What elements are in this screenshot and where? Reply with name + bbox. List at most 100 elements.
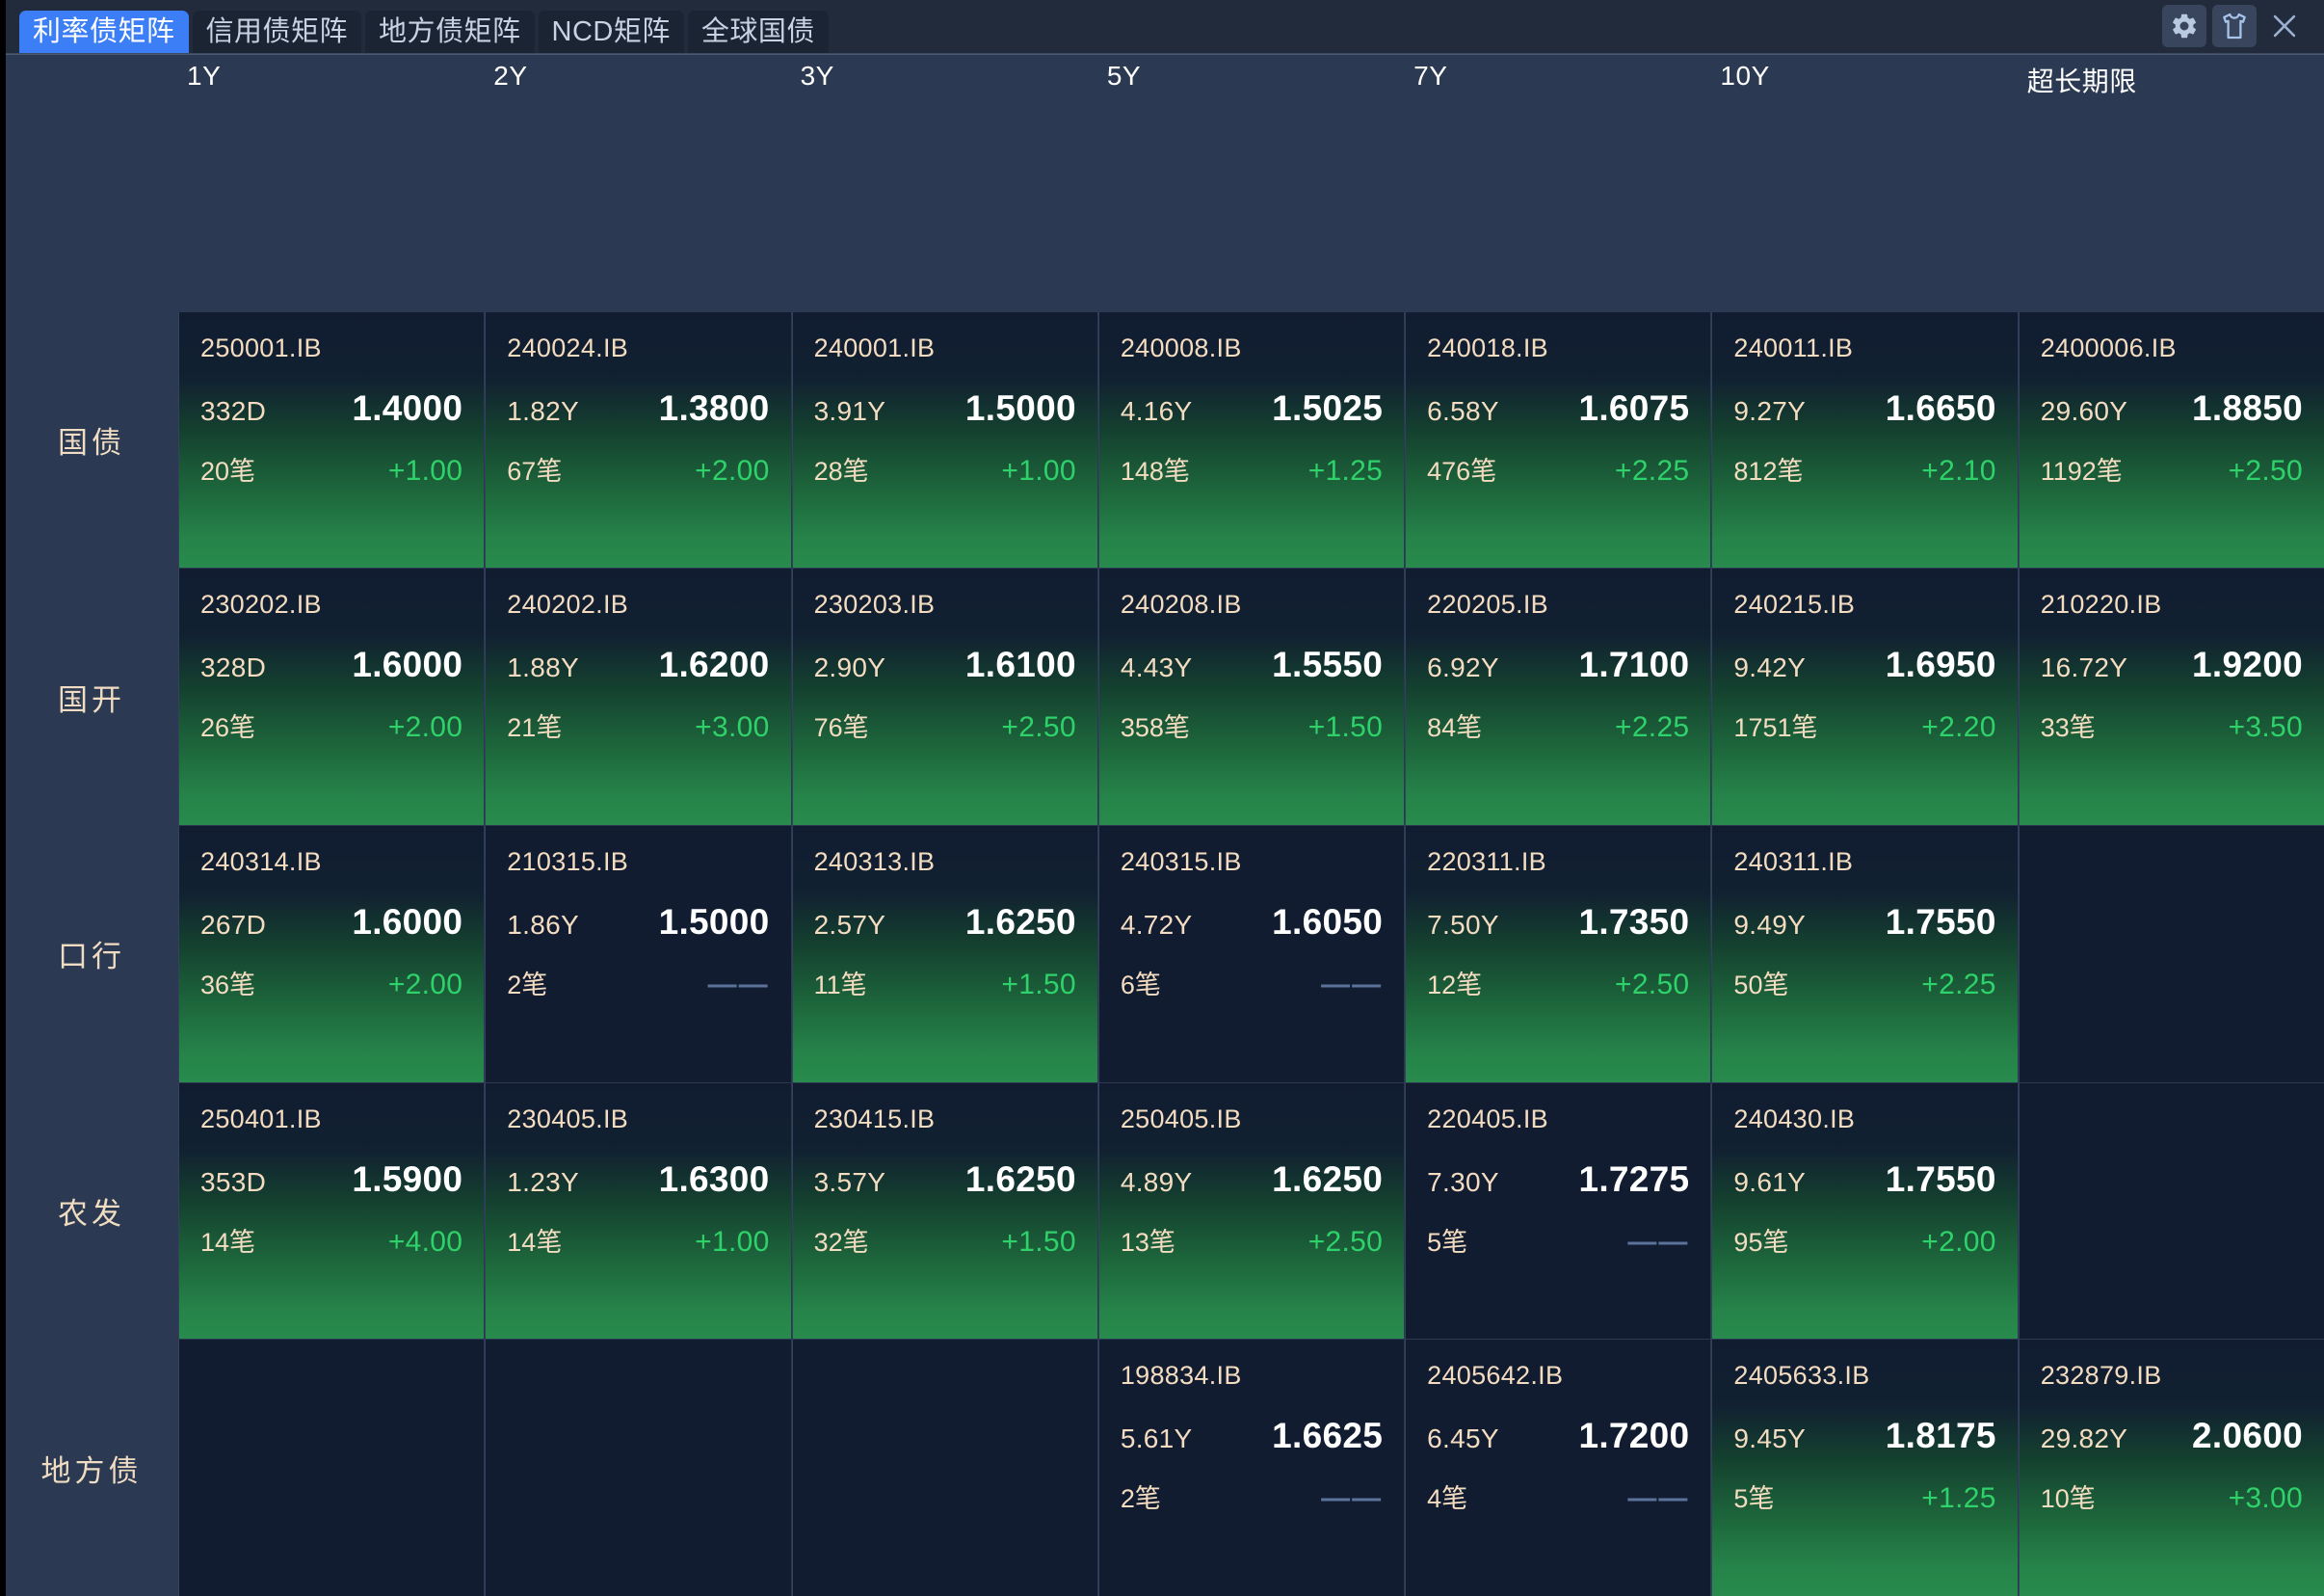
bond-duration: 7.30Y xyxy=(1427,1166,1499,1197)
bond-change: +1.25 xyxy=(1307,454,1384,487)
bond-change: +2.50 xyxy=(1615,968,1690,1000)
bond-mid-row: 3.57Y 1.6250 xyxy=(814,1161,1076,1197)
bond-bottom-row: 50笔 +2.25 xyxy=(1733,970,1995,999)
bond-code: 240208.IB xyxy=(1120,590,1242,620)
bond-change: +2.50 xyxy=(1001,711,1076,744)
bond-change: —— xyxy=(1627,1482,1690,1515)
bond-yield: 1.6250 xyxy=(1272,1158,1384,1199)
bond-code: 240011.IB xyxy=(1733,332,1854,362)
bond-change: +2.25 xyxy=(1615,454,1690,487)
bond-cell[interactable]: 240202.IB 1.88Y 1.6200 21笔 +3.00 xyxy=(485,569,791,825)
bond-bottom-row: 13笔 +2.50 xyxy=(1120,1227,1383,1257)
bond-cell-empty xyxy=(485,1340,791,1596)
bond-cell[interactable]: 240011.IB 9.27Y 1.6650 812笔 +2.10 xyxy=(1711,311,2018,569)
bond-cell-empty xyxy=(791,1340,1097,1596)
bond-bottom-row: 2笔 —— xyxy=(507,970,769,999)
close-button[interactable] xyxy=(2262,5,2307,47)
bond-cell[interactable]: 250401.IB 353D 1.5900 14笔 +4.00 xyxy=(178,1082,485,1340)
bond-code: 2405642.IB xyxy=(1427,1361,1564,1391)
bond-change: +3.50 xyxy=(2228,711,2303,744)
bond-code: 240311.IB xyxy=(1733,846,1854,876)
bond-mid-row: 1.86Y 1.5000 xyxy=(507,904,769,940)
bond-cell[interactable]: 240001.IB 3.91Y 1.5000 28笔 +1.00 xyxy=(791,311,1097,569)
bond-cell[interactable]: 240311.IB 9.49Y 1.7550 50笔 +2.25 xyxy=(1711,825,2018,1082)
trade-count: 76笔 xyxy=(813,713,869,743)
bond-cell[interactable]: 2405633.IB 9.45Y 1.8175 5笔 +1.25 xyxy=(1711,1340,2018,1596)
bond-cell[interactable]: 240315.IB 4.72Y 1.6050 6笔 —— xyxy=(1097,825,1405,1082)
bond-duration: 2.90Y xyxy=(813,652,886,683)
bond-cell[interactable]: 240314.IB 267D 1.6000 36笔 +2.00 xyxy=(178,825,485,1082)
bond-duration: 5.61Y xyxy=(1120,1423,1193,1454)
bond-mid-row: 29.60Y 1.8850 xyxy=(2041,390,2303,426)
bond-cell[interactable]: 230202.IB 328D 1.6000 26笔 +2.00 xyxy=(178,569,485,825)
bond-bottom-row: 6笔 —— xyxy=(1121,970,1383,999)
bond-change: +1.25 xyxy=(1921,1482,1996,1515)
bond-cell[interactable]: 2400006.IB 29.60Y 1.8850 1192笔 +2.50 xyxy=(2018,311,2324,569)
bond-yield: 1.6250 xyxy=(964,901,1076,942)
bond-yield: 1.6300 xyxy=(658,1158,770,1199)
tab-list: 利率债矩阵 信用债矩阵 地方债矩阵 NCD矩阵 全球国债 xyxy=(19,11,829,53)
bond-cell[interactable]: 230405.IB 1.23Y 1.6300 14笔 +1.00 xyxy=(485,1082,791,1340)
bond-cell[interactable]: 210220.IB 16.72Y 1.9200 33笔 +3.50 xyxy=(2018,569,2324,825)
bond-duration: 6.92Y xyxy=(1427,652,1499,683)
bond-mid-row: 16.72Y 1.9200 xyxy=(2041,647,2303,682)
bond-code: 240024.IB xyxy=(507,332,629,362)
tab-2[interactable]: 地方债矩阵 xyxy=(365,11,535,53)
bond-code: 230405.IB xyxy=(507,1104,629,1133)
bond-bottom-row: 476笔 +2.25 xyxy=(1427,454,1690,487)
bond-code: 220405.IB xyxy=(1427,1104,1548,1133)
bond-mid-row: 2.57Y 1.6250 xyxy=(814,904,1076,940)
bond-duration: 2.57Y xyxy=(813,909,886,940)
theme-button[interactable] xyxy=(2212,5,2257,47)
bond-yield: 1.5550 xyxy=(1272,645,1384,685)
bond-code: 220205.IB xyxy=(1427,590,1548,620)
bond-cell[interactable]: 198834.IB 5.61Y 1.6625 2笔 —— xyxy=(1097,1340,1405,1596)
bond-yield: 1.7275 xyxy=(1578,1158,1690,1199)
tab-4[interactable]: 全球国债 xyxy=(687,11,829,53)
bond-cell[interactable]: 220205.IB 6.92Y 1.7100 84笔 +2.25 xyxy=(1405,569,1711,825)
bond-cell[interactable]: 250405.IB 4.89Y 1.6250 13笔 +2.50 xyxy=(1097,1082,1405,1340)
row-label-国开: 国开 xyxy=(6,569,177,825)
bond-code: 240008.IB xyxy=(1120,332,1242,362)
bond-cell[interactable]: 240313.IB 2.57Y 1.6250 11笔 +1.50 xyxy=(791,825,1097,1082)
bond-cell[interactable]: 220405.IB 7.30Y 1.7275 5笔 —— xyxy=(1405,1082,1711,1340)
bond-cell[interactable]: 240430.IB 9.61Y 1.7550 95笔 +2.00 xyxy=(1711,1082,2018,1340)
bond-change: +2.25 xyxy=(1615,711,1690,744)
column-header-超长期限: 超长期限 xyxy=(2018,55,2324,311)
bond-yield: 1.6000 xyxy=(352,645,463,685)
tab-0[interactable]: 利率债矩阵 xyxy=(19,11,189,53)
bond-cell[interactable]: 230415.IB 3.57Y 1.6250 32笔 +1.50 xyxy=(791,1082,1097,1340)
bond-cell[interactable]: 240018.IB 6.58Y 1.6075 476笔 +2.25 xyxy=(1405,311,1711,569)
bond-duration: 332D xyxy=(200,395,267,426)
bond-duration: 328D xyxy=(200,652,267,683)
bond-cell[interactable]: 230203.IB 2.90Y 1.6100 76笔 +2.50 xyxy=(791,569,1097,825)
bond-mid-row: 4.43Y 1.5550 xyxy=(1121,647,1383,682)
bond-cell[interactable]: 240215.IB 9.42Y 1.6950 1751笔 +2.20 xyxy=(1711,569,2018,825)
bond-cell[interactable]: 210315.IB 1.86Y 1.5000 2笔 —— xyxy=(485,825,791,1082)
bond-bottom-row: 14笔 +4.00 xyxy=(200,1227,462,1257)
bond-yield: 1.6650 xyxy=(1885,387,1996,428)
tab-1[interactable]: 信用债矩阵 xyxy=(192,11,362,53)
bond-cell[interactable]: 2405642.IB 6.45Y 1.7200 4笔 —— xyxy=(1405,1340,1711,1596)
bond-cell[interactable]: 250001.IB 332D 1.4000 20笔 +1.00 xyxy=(178,311,485,569)
bond-mid-row: 1.23Y 1.6300 xyxy=(507,1161,769,1197)
bond-mid-row: 332D 1.4000 xyxy=(200,390,462,426)
trade-count: 11笔 xyxy=(813,970,867,999)
bond-cell[interactable]: 240008.IB 4.16Y 1.5025 148笔 +1.25 xyxy=(1097,311,1405,569)
bond-cell[interactable]: 232879.IB 29.82Y 2.0600 10笔 +3.00 xyxy=(2018,1340,2324,1596)
bond-mid-row: 1.88Y 1.6200 xyxy=(507,647,769,682)
bond-change: +2.10 xyxy=(1921,454,1996,487)
trade-count: 1192笔 xyxy=(2040,456,2123,486)
trade-count: 10笔 xyxy=(2040,1484,2096,1514)
trade-count: 13笔 xyxy=(1120,1227,1175,1257)
bond-cell[interactable]: 240208.IB 4.43Y 1.5550 358笔 +1.50 xyxy=(1097,569,1405,825)
bond-yield: 1.7550 xyxy=(1885,1158,1996,1199)
bond-change: +3.00 xyxy=(695,711,770,744)
bond-cell[interactable]: 240024.IB 1.82Y 1.3800 67笔 +2.00 xyxy=(485,311,791,569)
bond-cell[interactable]: 220311.IB 7.50Y 1.7350 12笔 +2.50 xyxy=(1405,825,1711,1082)
bond-code: 240001.IB xyxy=(813,332,936,362)
tab-3[interactable]: NCD矩阵 xyxy=(538,11,684,53)
bond-duration: 1.23Y xyxy=(507,1166,579,1197)
row-label-地方债: 地方债 xyxy=(6,1340,177,1596)
settings-button[interactable] xyxy=(2162,5,2206,47)
